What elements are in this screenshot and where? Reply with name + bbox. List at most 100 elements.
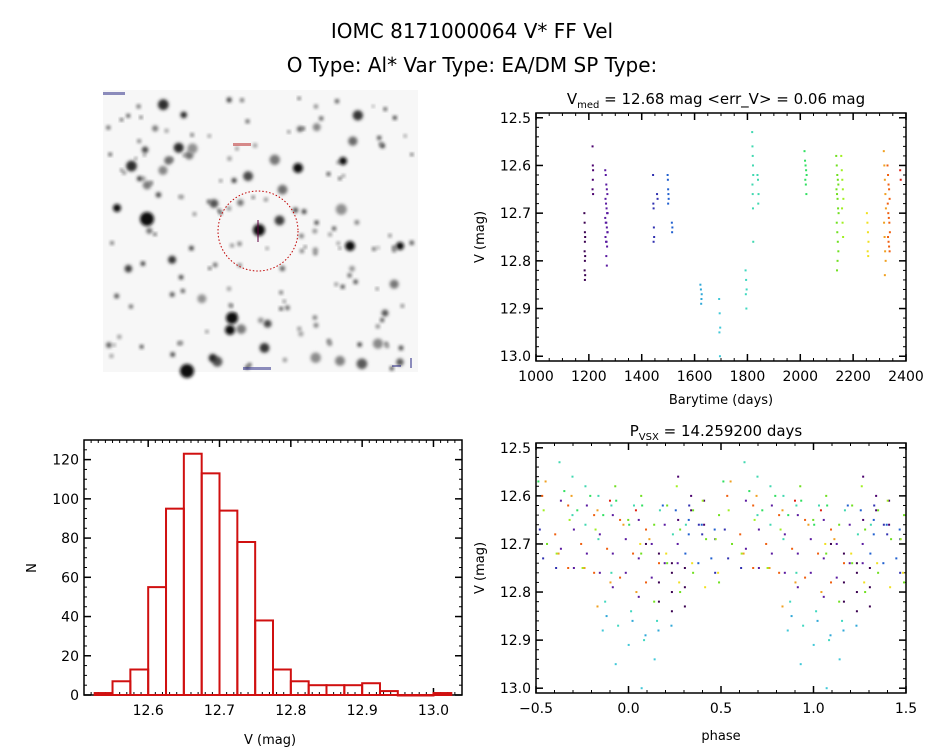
data-point	[866, 221, 869, 224]
star	[259, 342, 270, 353]
data-point	[752, 240, 755, 243]
data-point	[710, 557, 713, 560]
data-point	[611, 514, 614, 517]
data-point	[677, 475, 680, 478]
data-point	[571, 514, 574, 517]
data-point	[841, 221, 844, 224]
star	[284, 305, 290, 311]
y-tick-label: 12.5	[500, 441, 531, 457]
data-point	[670, 562, 673, 565]
data-point	[884, 193, 887, 196]
histogram-bar	[325, 684, 346, 697]
data-point	[624, 538, 627, 541]
data-point	[813, 523, 816, 526]
data-point	[898, 528, 901, 531]
bright-star	[339, 157, 347, 165]
data-point	[546, 542, 549, 545]
data-point	[835, 542, 838, 545]
star	[299, 249, 304, 254]
star	[340, 284, 345, 289]
data-point	[684, 552, 687, 555]
data-point	[883, 221, 886, 224]
data-point	[855, 562, 858, 565]
y-tick-label: 12.9	[500, 633, 531, 649]
y-tick-label: 120	[52, 453, 79, 469]
data-point	[790, 615, 793, 618]
data-point	[714, 538, 717, 541]
data-point	[617, 624, 620, 627]
star	[282, 299, 286, 303]
data-point	[800, 499, 803, 502]
phased-light-curve-panel: −0.5 0.0 0.5 1.0 1.5 12.5 12.6 12.7 12.8 12.9 13.0…	[473, 422, 917, 744]
star	[142, 180, 152, 190]
star	[274, 215, 285, 226]
data-point	[751, 145, 754, 148]
data-point	[699, 288, 702, 291]
y-tick-label: 12.8	[500, 254, 531, 270]
data-point	[619, 518, 622, 521]
star	[377, 135, 382, 141]
star	[279, 265, 286, 272]
data-point	[789, 600, 792, 603]
light-curve-panel: 1000 1200 1400 1600 1800 2000 2200 2400 12.5 12.6…	[473, 90, 924, 408]
star	[312, 123, 321, 132]
data-point	[872, 518, 875, 521]
data-point	[653, 600, 656, 603]
data-point	[594, 528, 597, 531]
data-point	[799, 663, 802, 666]
data-point	[717, 571, 720, 574]
star	[139, 344, 144, 349]
data-point	[802, 624, 805, 627]
data-point	[889, 586, 892, 589]
star	[376, 246, 380, 250]
data-point	[860, 485, 863, 488]
data-point	[804, 178, 807, 181]
data-point	[656, 619, 659, 622]
data-point	[718, 312, 721, 315]
data-point	[670, 610, 673, 613]
data-point	[558, 461, 561, 464]
data-point	[796, 514, 799, 517]
star	[277, 184, 288, 195]
star	[168, 255, 177, 264]
data-point	[805, 169, 808, 172]
star	[398, 345, 404, 351]
star	[338, 176, 342, 181]
data-point	[884, 250, 887, 253]
star	[141, 176, 146, 181]
data-point	[794, 581, 797, 584]
data-point	[643, 639, 646, 642]
star	[341, 174, 345, 178]
bright-star	[293, 163, 303, 173]
star	[279, 306, 283, 311]
data-point	[836, 193, 839, 196]
star	[137, 139, 142, 144]
data-point	[644, 634, 647, 637]
star	[400, 304, 405, 308]
data-point	[583, 221, 586, 224]
data-point	[740, 567, 743, 569]
star	[106, 342, 112, 348]
star	[257, 317, 264, 324]
data-point	[869, 523, 872, 526]
star	[208, 353, 217, 363]
data-point	[882, 562, 885, 565]
data-point	[657, 600, 660, 603]
data-point	[585, 504, 588, 507]
data-point	[719, 326, 722, 329]
data-point	[671, 226, 674, 229]
y-tick-label: 80	[61, 531, 79, 547]
data-point	[751, 193, 754, 196]
data-point	[812, 518, 815, 521]
data-point	[604, 600, 607, 603]
star	[128, 304, 134, 309]
data-point	[683, 586, 686, 589]
data-point	[861, 542, 864, 545]
data-point	[541, 494, 544, 497]
data-point	[835, 221, 838, 224]
star	[153, 232, 157, 236]
data-point	[690, 494, 693, 497]
data-point	[888, 250, 891, 253]
data-point	[745, 307, 748, 310]
data-point	[888, 523, 891, 526]
